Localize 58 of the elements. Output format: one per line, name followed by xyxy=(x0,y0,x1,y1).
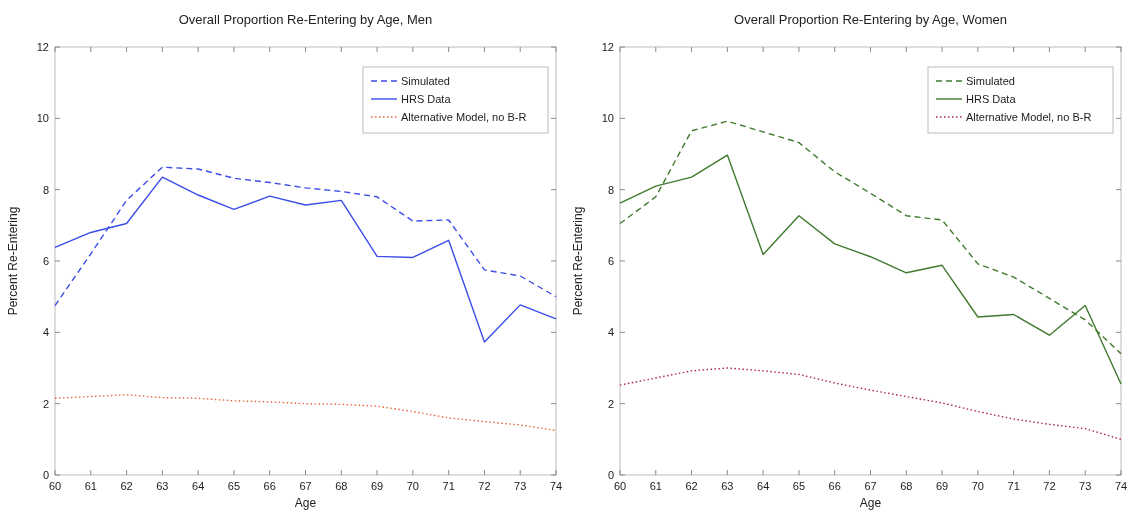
legend-label: Simulated xyxy=(401,75,450,87)
x-tick-label: 62 xyxy=(685,480,698,492)
x-axis-title: Age xyxy=(859,496,882,510)
chart-title: Overall Proportion Re-Entering by Age, Women xyxy=(734,12,1007,27)
legend-label: Simulated xyxy=(966,75,1015,87)
y-tick-label: 4 xyxy=(607,326,614,339)
x-tick-label: 63 xyxy=(156,480,169,492)
y-tick-label: 0 xyxy=(42,469,49,481)
x-tick-label: 71 xyxy=(442,480,455,492)
line-series xyxy=(54,394,557,432)
x-tick-label: 60 xyxy=(48,480,62,492)
x-tick-label: 61 xyxy=(84,480,97,492)
x-tick-label: 62 xyxy=(120,480,133,492)
y-tick-label: 2 xyxy=(607,397,614,410)
x-tick-label: 70 xyxy=(971,480,984,492)
x-tick-label: 64 xyxy=(757,480,770,492)
x-tick-label: 60 xyxy=(613,480,627,492)
x-tick-label: 70 xyxy=(406,480,419,492)
x-tick-label: 69 xyxy=(935,480,949,492)
x-tick-label: 65 xyxy=(792,480,806,492)
legend-label: HRS Data xyxy=(966,93,1017,105)
y-tick-label: 12 xyxy=(601,41,614,53)
x-tick-label: 74 xyxy=(549,480,563,492)
x-tick-label: 64 xyxy=(192,480,205,492)
x-tick-label: 61 xyxy=(649,480,662,492)
chart-title: Overall Proportion Re-Entering by Age, Men xyxy=(178,12,433,27)
legend-label: Alternative Model, no B-R xyxy=(401,111,527,123)
y-tick-label: 8 xyxy=(42,183,49,196)
y-tick-label: 10 xyxy=(36,112,49,125)
x-axis-title: Age xyxy=(294,496,317,510)
x-tick-label: 63 xyxy=(721,480,734,492)
x-tick-label: 73 xyxy=(514,480,527,492)
x-tick-label: 72 xyxy=(478,480,491,492)
x-tick-label: 66 xyxy=(828,480,841,492)
y-tick-label: 4 xyxy=(42,326,49,339)
y-tick-label: 0 xyxy=(607,469,614,481)
line-series xyxy=(619,367,1122,441)
x-tick-label: 71 xyxy=(1007,480,1020,492)
y-tick-label: 8 xyxy=(607,183,614,196)
x-tick-label: 68 xyxy=(335,480,348,492)
x-tick-label: 68 xyxy=(900,480,913,492)
legend-label: HRS Data xyxy=(401,93,452,105)
y-tick-label: 6 xyxy=(607,255,614,267)
x-tick-label: 65 xyxy=(227,480,241,492)
x-tick-label: 67 xyxy=(299,480,312,492)
x-tick-label: 66 xyxy=(263,480,276,492)
y-tick-label: 6 xyxy=(42,255,49,267)
y-axis-title: Percent Re-Entering xyxy=(6,206,20,316)
x-tick-label: 69 xyxy=(370,480,384,492)
x-tick-label: 74 xyxy=(1114,480,1128,492)
y-tick-label: 2 xyxy=(42,397,49,410)
legend-label: Alternative Model, no B-R xyxy=(966,111,1092,123)
y-tick-label: 12 xyxy=(36,41,49,53)
y-axis-title: Percent Re-Entering xyxy=(571,206,585,316)
x-tick-label: 73 xyxy=(1079,480,1092,492)
x-tick-label: 67 xyxy=(864,480,877,492)
x-tick-label: 72 xyxy=(1043,480,1056,492)
y-tick-label: 10 xyxy=(601,112,614,125)
